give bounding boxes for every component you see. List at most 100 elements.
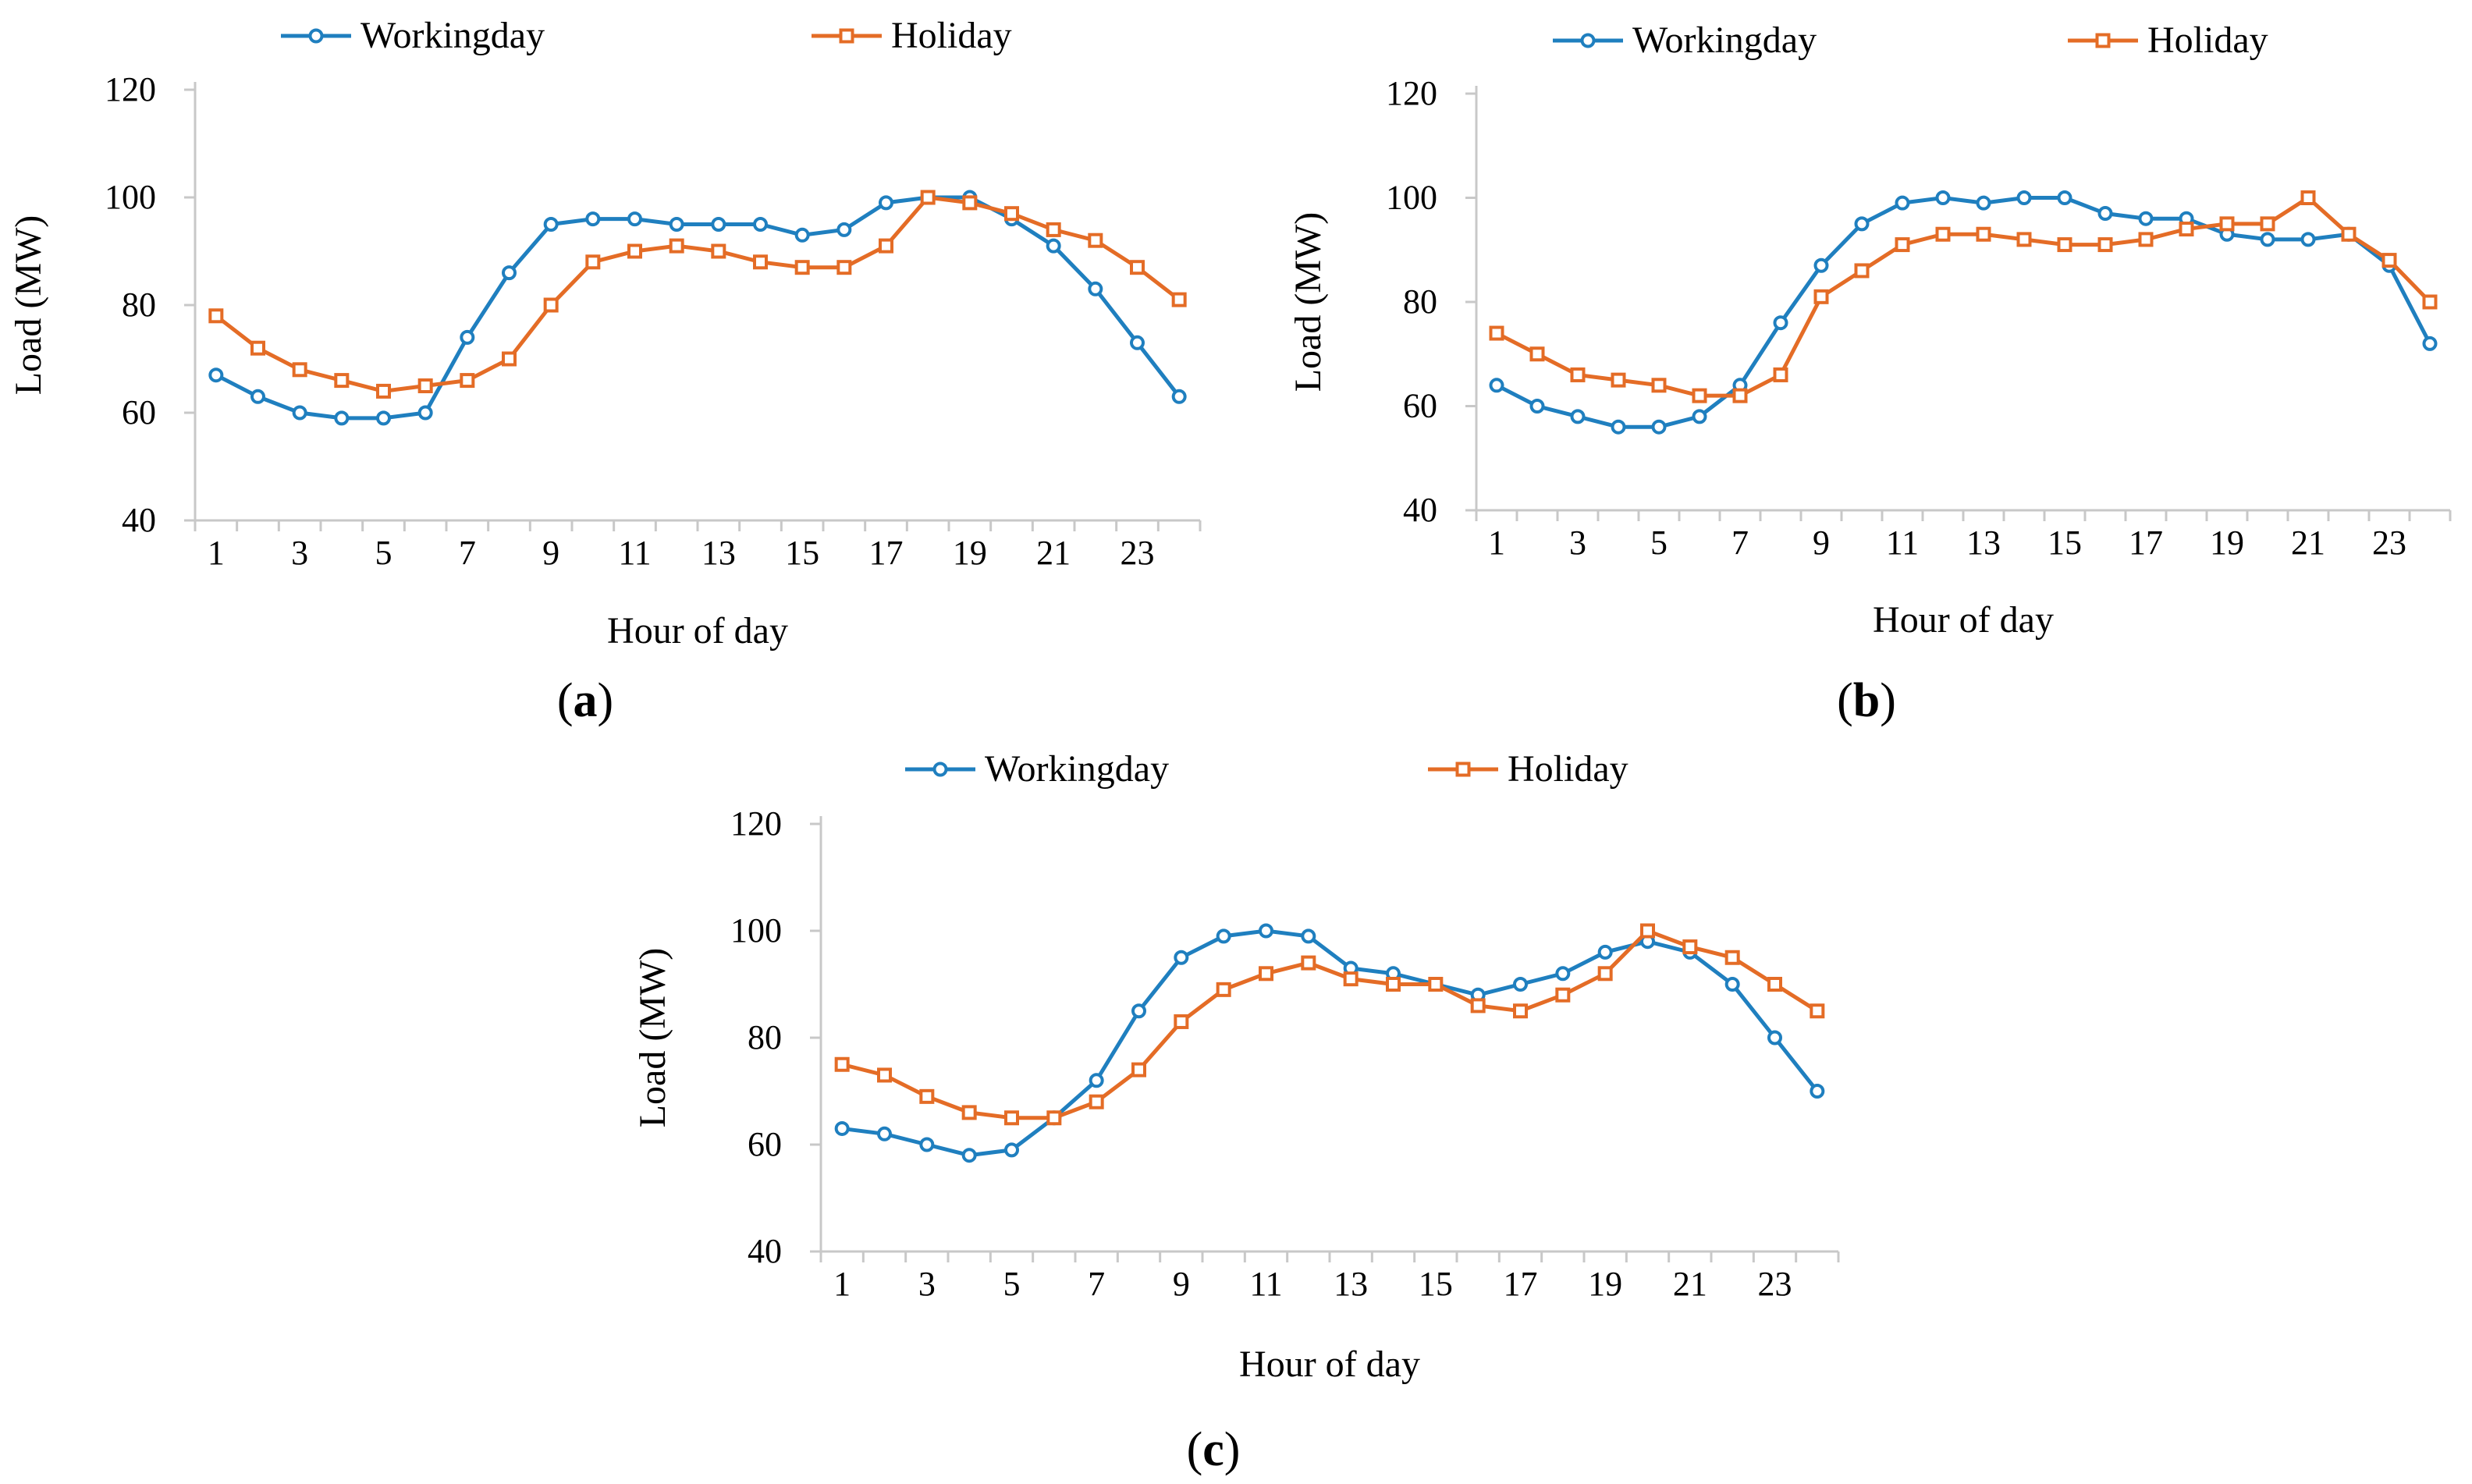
x-tick-label-a: 1 <box>208 534 225 572</box>
point-holiday-b <box>2097 237 2113 253</box>
x-tick-label-a: 17 <box>869 534 904 572</box>
x-tick-label-b: 5 <box>1650 524 1668 562</box>
y-axis-title-a: Load (MW) <box>8 215 49 396</box>
point-workingday-b <box>1854 216 1870 232</box>
y-tick-label-a: 100 <box>105 178 156 216</box>
point-holiday-a <box>1171 292 1187 307</box>
y-tick-label-a: 80 <box>122 286 156 324</box>
x-tick-label-c: 13 <box>1334 1265 1368 1303</box>
x-tick-label-a: 23 <box>1121 534 1155 572</box>
point-holiday-c <box>1555 987 1571 1003</box>
point-holiday-a <box>208 308 224 324</box>
x-tick-label-a: 21 <box>1036 534 1071 572</box>
point-workingday-b <box>1813 257 1829 273</box>
point-holiday-b <box>1570 367 1586 382</box>
x-axis-title-a: Hour of day <box>607 610 788 651</box>
x-tick-label-c: 1 <box>833 1265 851 1303</box>
x-tick-label-a: 9 <box>542 534 559 572</box>
point-workingday-b <box>2300 232 2316 247</box>
y-tick-label-c: 40 <box>748 1232 782 1270</box>
point-workingday-b <box>1773 315 1788 331</box>
y-tick-label-c: 60 <box>748 1125 782 1163</box>
point-workingday-c <box>1767 1030 1782 1046</box>
point-holiday-b <box>1692 388 1707 403</box>
point-holiday-c <box>1682 939 1698 955</box>
point-holiday-b <box>1813 289 1829 304</box>
point-workingday-a <box>753 217 768 232</box>
point-holiday-b <box>2260 216 2275 232</box>
point-holiday-b <box>1489 325 1504 341</box>
point-holiday-a <box>879 238 893 254</box>
y-tick-label-b: 60 <box>1403 387 1437 425</box>
point-workingday-c <box>1555 966 1571 982</box>
x-tick-label-b: 7 <box>1731 524 1749 562</box>
point-workingday-a <box>334 410 350 426</box>
x-tick-label-a: 15 <box>785 534 819 572</box>
y-tick-label-b: 100 <box>1386 179 1437 217</box>
legend-label-workingday-c: Workingday <box>985 748 1169 790</box>
point-workingday-b <box>1976 195 1991 211</box>
x-tick-label-c: 5 <box>1003 1265 1021 1303</box>
point-workingday-a <box>627 211 642 227</box>
point-holiday-a <box>543 297 559 313</box>
series-line-holiday-b <box>1495 195 2431 398</box>
x-tick-label-a: 13 <box>701 534 736 572</box>
point-holiday-c <box>1724 950 1740 965</box>
point-workingday-c <box>961 1148 977 1163</box>
x-axis-title-c: Hour of day <box>1239 1344 1420 1385</box>
x-tick-label-a: 11 <box>618 534 651 572</box>
point-holiday-b <box>2138 232 2154 247</box>
point-workingday-c <box>919 1137 935 1152</box>
y-tick-label-a: 40 <box>122 501 156 539</box>
point-workingday-b <box>2016 190 2032 205</box>
point-workingday-a <box>1171 389 1187 404</box>
point-holiday-c <box>1301 955 1316 971</box>
point-holiday-b <box>2422 294 2438 310</box>
point-workingday-c <box>1513 977 1528 992</box>
y-tick-label-c: 80 <box>748 1018 782 1056</box>
legend-marker-workingday-a <box>308 28 324 44</box>
point-workingday-b <box>1895 195 1910 211</box>
legend-label-holiday-c: Holiday <box>1508 748 1628 790</box>
point-holiday-c <box>1597 966 1613 982</box>
point-holiday-c <box>1470 998 1486 1014</box>
point-holiday-a <box>1046 222 1061 237</box>
point-workingday-b <box>2057 190 2072 205</box>
point-holiday-b <box>1976 226 1991 242</box>
point-holiday-a <box>502 351 517 367</box>
point-holiday-c <box>1259 966 1273 982</box>
point-holiday-c <box>1810 1003 1825 1019</box>
x-tick-label-a: 19 <box>953 534 987 572</box>
point-holiday-a <box>334 373 350 389</box>
x-tick-label-b: 17 <box>2129 524 2163 562</box>
legend-label-holiday-a: Holiday <box>891 15 1012 56</box>
point-workingday-c <box>1259 923 1273 939</box>
point-workingday-b <box>2260 232 2275 247</box>
point-holiday-a <box>460 373 475 389</box>
x-tick-label-c: 15 <box>1419 1265 1453 1303</box>
point-workingday-b <box>2138 211 2154 226</box>
x-tick-label-b: 21 <box>2291 524 2325 562</box>
legend-label-holiday-b: Holiday <box>2147 20 2268 61</box>
point-holiday-c <box>961 1105 977 1120</box>
legend-marker-holiday-b <box>2095 33 2111 48</box>
point-workingday-a <box>1130 335 1145 350</box>
y-tick-label-b: 40 <box>1403 491 1437 529</box>
point-holiday-a <box>920 190 936 205</box>
point-holiday-a <box>627 243 642 259</box>
point-workingday-b <box>1529 399 1545 414</box>
point-holiday-c <box>1343 971 1359 987</box>
point-workingday-c <box>834 1120 850 1136</box>
point-holiday-c <box>1131 1062 1146 1077</box>
point-holiday-c <box>1640 923 1655 939</box>
series-line-workingday-b <box>1495 195 2432 429</box>
x-tick-label-c: 9 <box>1173 1265 1190 1303</box>
x-tick-label-b: 19 <box>2210 524 2244 562</box>
point-holiday-c <box>1513 1003 1528 1019</box>
point-holiday-c <box>1428 977 1444 992</box>
point-holiday-b <box>2341 226 2357 242</box>
series-line-holiday-c <box>841 928 1819 1120</box>
x-tick-label-b: 15 <box>2048 524 2082 562</box>
point-holiday-c <box>1767 977 1782 992</box>
